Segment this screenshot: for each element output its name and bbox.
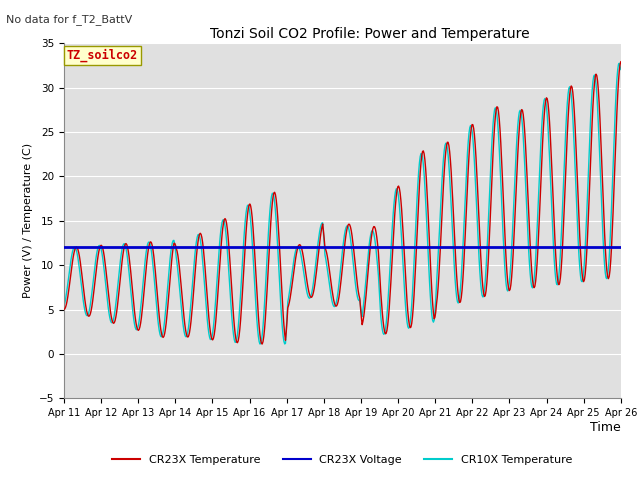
Text: No data for f_T2_BattV: No data for f_T2_BattV: [6, 14, 132, 25]
Legend: CR23X Temperature, CR23X Voltage, CR10X Temperature: CR23X Temperature, CR23X Voltage, CR10X …: [108, 450, 577, 469]
Title: Tonzi Soil CO2 Profile: Power and Temperature: Tonzi Soil CO2 Profile: Power and Temper…: [211, 27, 530, 41]
X-axis label: Time: Time: [590, 421, 621, 434]
Text: TZ_soilco2: TZ_soilco2: [67, 49, 138, 62]
Y-axis label: Power (V) / Temperature (C): Power (V) / Temperature (C): [23, 143, 33, 299]
